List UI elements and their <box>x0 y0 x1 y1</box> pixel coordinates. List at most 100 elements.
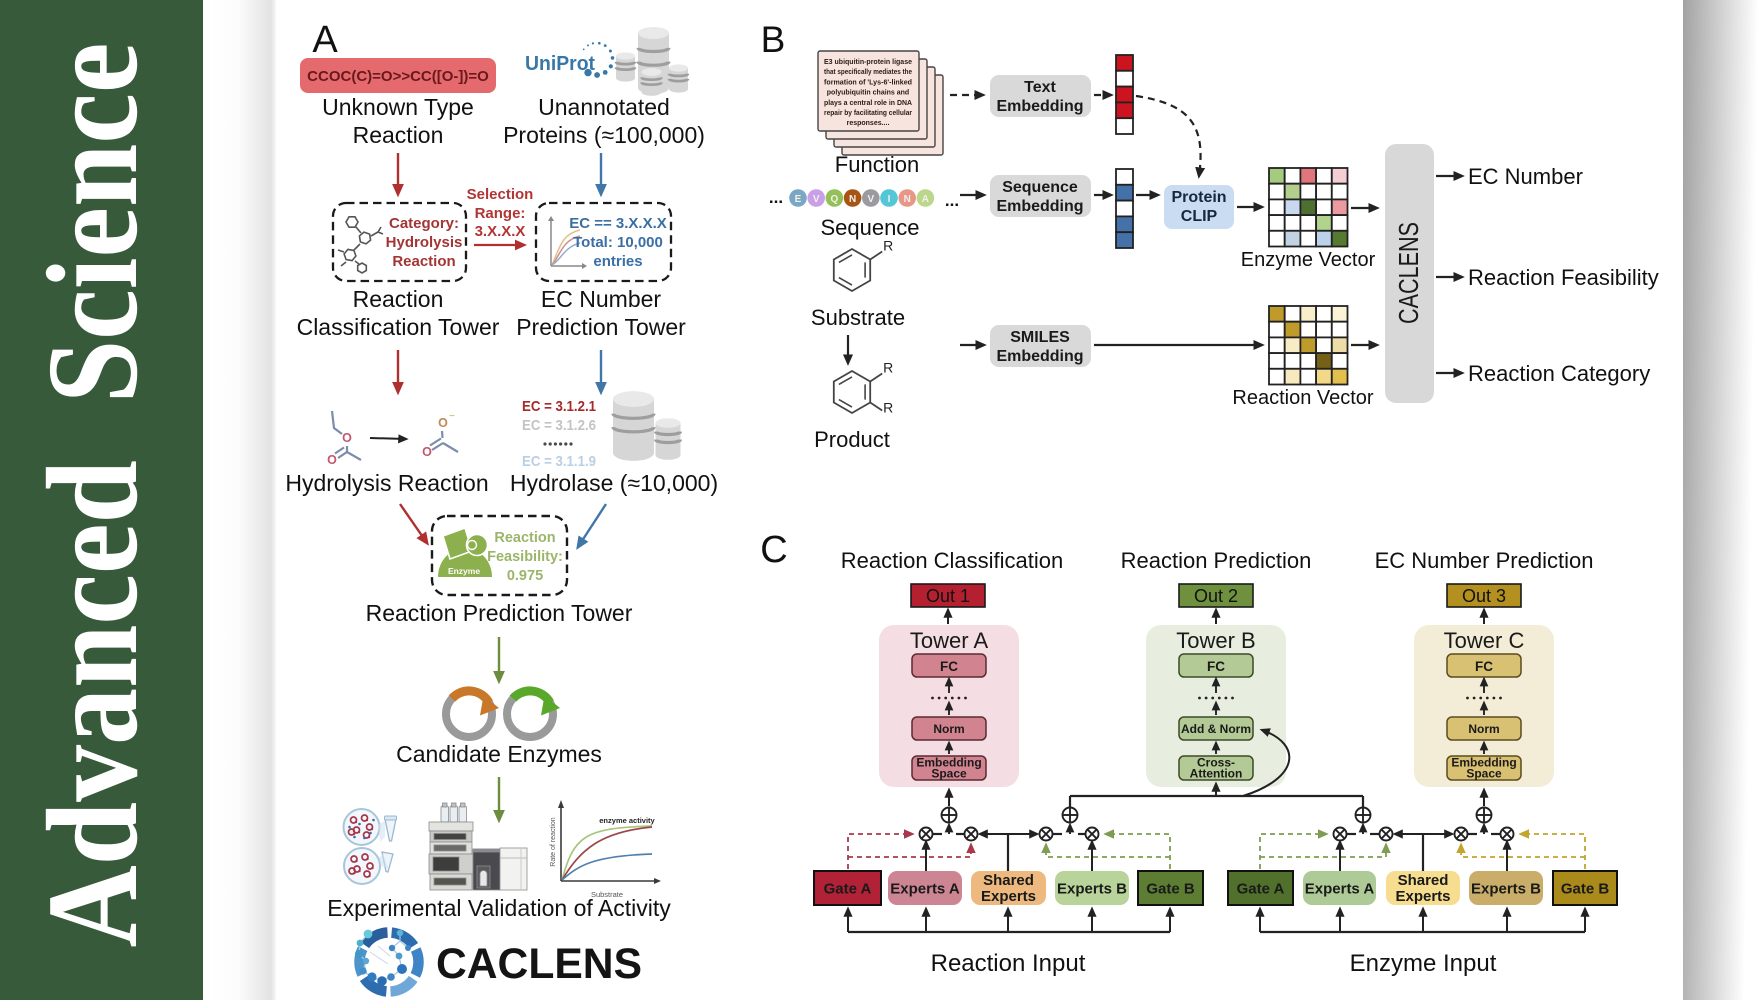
svg-text:Experimental Validation of Act: Experimental Validation of Activity <box>327 895 671 921</box>
svg-text:Range:: Range: <box>475 205 526 222</box>
svg-text:...: ... <box>945 191 959 210</box>
svg-text:Enzyme: Enzyme <box>448 566 480 576</box>
svg-text:Tower C: Tower C <box>1444 628 1525 653</box>
svg-text:A: A <box>922 194 929 205</box>
svg-text:E3 ubiquitin-protein ligase: E3 ubiquitin-protein ligase <box>824 59 912 66</box>
svg-text:EC Number: EC Number <box>541 286 661 312</box>
svg-text:Reaction Prediction: Reaction Prediction <box>1121 548 1312 573</box>
svg-text:Reaction Feasibility: Reaction Feasibility <box>1468 265 1659 290</box>
svg-text:Enzyme Vector: Enzyme Vector <box>1241 249 1376 271</box>
svg-text:O: O <box>327 453 337 467</box>
svg-text:Experts B: Experts B <box>1471 881 1541 898</box>
svg-text:V: V <box>813 194 820 205</box>
svg-text:Experts A: Experts A <box>1305 881 1375 898</box>
svg-text:Reaction: Reaction <box>494 530 555 546</box>
svg-text:A: A <box>312 19 338 61</box>
svg-text:SMILES: SMILES <box>1010 329 1070 346</box>
svg-text:enzyme activity: enzyme activity <box>599 816 655 825</box>
svg-text:FC: FC <box>1207 659 1225 674</box>
svg-text:Total: 10,000: Total: 10,000 <box>573 234 663 251</box>
svg-text:Gate A: Gate A <box>1237 881 1285 898</box>
svg-text:O: O <box>342 431 352 445</box>
svg-text:Substrate: Substrate <box>591 890 623 899</box>
svg-text:Text: Text <box>1024 79 1056 96</box>
svg-text:Reaction Prediction Tower: Reaction Prediction Tower <box>366 600 633 626</box>
svg-text:0.975: 0.975 <box>507 568 543 584</box>
svg-text:Enzyme Input: Enzyme Input <box>1350 950 1497 977</box>
svg-text:Embedding: Embedding <box>1451 756 1516 770</box>
svg-text:EC Number: EC Number <box>1468 164 1583 189</box>
svg-text:FC: FC <box>940 659 958 674</box>
svg-text:Experts A: Experts A <box>890 881 960 898</box>
svg-text:Protein: Protein <box>1171 189 1226 206</box>
svg-text:Advanced Science: Advanced Science <box>21 43 165 948</box>
svg-text:Space: Space <box>1466 767 1502 781</box>
svg-text:R: R <box>883 238 893 254</box>
svg-text:Unknown Type: Unknown Type <box>322 94 474 120</box>
svg-text:FC: FC <box>1475 659 1493 674</box>
svg-text:Substrate: Substrate <box>811 305 905 330</box>
svg-text:N: N <box>904 194 911 205</box>
svg-text:C: C <box>760 529 787 571</box>
svg-text:Shared: Shared <box>983 872 1034 889</box>
svg-text:EC == 3.X.X.X: EC == 3.X.X.X <box>569 215 667 232</box>
svg-text:Reaction: Reaction <box>392 253 455 270</box>
svg-text:Tower A: Tower A <box>910 628 989 653</box>
svg-text:Unannotated: Unannotated <box>538 94 670 120</box>
svg-text:O: O <box>438 416 448 430</box>
svg-text:Rate of reaction: Rate of reaction <box>550 817 557 867</box>
svg-text:Prediction Tower: Prediction Tower <box>516 314 686 340</box>
svg-text:Embedding: Embedding <box>996 198 1083 215</box>
svg-text:Reaction Vector: Reaction Vector <box>1232 387 1374 409</box>
svg-text:plays a central role in DNA: plays a central role in DNA <box>824 100 912 107</box>
svg-text:formation of 'Lys-6'-linked: formation of 'Lys-6'-linked <box>824 79 912 86</box>
svg-text:Norm: Norm <box>1468 722 1499 736</box>
svg-text:polyubiquitin chains and: polyubiquitin chains and <box>827 90 909 97</box>
svg-text:Reaction: Reaction <box>353 286 444 312</box>
svg-text:Sequence: Sequence <box>1002 179 1078 196</box>
svg-text:that specifically mediates the: that specifically mediates the <box>824 69 912 76</box>
svg-text:Experts B: Experts B <box>1057 881 1127 898</box>
svg-text:Hydrolysis: Hydrolysis <box>386 234 463 251</box>
svg-text:EC = 3.1.2.1: EC = 3.1.2.1 <box>522 398 596 415</box>
svg-text:Feasibility:: Feasibility: <box>487 549 563 565</box>
svg-text:Reaction Category: Reaction Category <box>1468 361 1650 386</box>
svg-text:responses....: responses.... <box>847 120 890 127</box>
svg-text:repair by facilitating cellula: repair by facilitating cellular <box>824 110 912 117</box>
svg-text:E: E <box>795 194 802 205</box>
svg-text:Gate B: Gate B <box>1561 881 1610 898</box>
svg-text:Embedding: Embedding <box>996 98 1083 115</box>
svg-text:Shared: Shared <box>1398 872 1449 889</box>
svg-text:CACLENS: CACLENS <box>1393 222 1424 324</box>
svg-text:Experts: Experts <box>981 888 1036 905</box>
svg-text:R: R <box>883 400 893 416</box>
svg-text:Add & Norm: Add & Norm <box>1181 722 1251 736</box>
svg-text:...: ... <box>769 188 783 207</box>
svg-text:Gate B: Gate B <box>1146 881 1195 898</box>
svg-text:Out 1: Out 1 <box>926 586 970 606</box>
svg-text:EC = 3.1.1.9: EC = 3.1.1.9 <box>522 453 596 470</box>
svg-text:Reaction Input: Reaction Input <box>931 950 1086 977</box>
svg-text:CACLENS: CACLENS <box>436 940 642 988</box>
svg-text:Norm: Norm <box>933 722 964 736</box>
svg-text:Reaction: Reaction <box>353 122 444 148</box>
svg-text:CCOC(C)=O>>CC([O-])=O: CCOC(C)=O>>CC([O-])=O <box>307 68 489 85</box>
svg-text:Experts: Experts <box>1395 888 1450 905</box>
svg-text:−: − <box>449 411 455 422</box>
svg-text:Embedding: Embedding <box>996 348 1083 365</box>
svg-text:entries: entries <box>593 253 642 270</box>
svg-text:Out 3: Out 3 <box>1462 586 1506 606</box>
svg-text:Cross-: Cross- <box>1197 756 1235 770</box>
svg-text:B: B <box>761 19 786 60</box>
svg-text:Embedding: Embedding <box>916 756 981 770</box>
svg-text:EC = 3.1.2.6: EC = 3.1.2.6 <box>522 417 596 434</box>
svg-text:Tower B: Tower B <box>1176 628 1255 653</box>
svg-text:UniProt: UniProt <box>525 53 595 75</box>
svg-text:V: V <box>867 194 874 205</box>
svg-text:Reaction Classification: Reaction Classification <box>841 548 1064 573</box>
svg-text:Category:: Category: <box>389 215 459 232</box>
svg-text:O: O <box>422 445 432 459</box>
svg-text:Sequence: Sequence <box>820 215 919 240</box>
svg-text:Classification Tower: Classification Tower <box>297 314 500 340</box>
svg-text:Out 2: Out 2 <box>1194 586 1238 606</box>
